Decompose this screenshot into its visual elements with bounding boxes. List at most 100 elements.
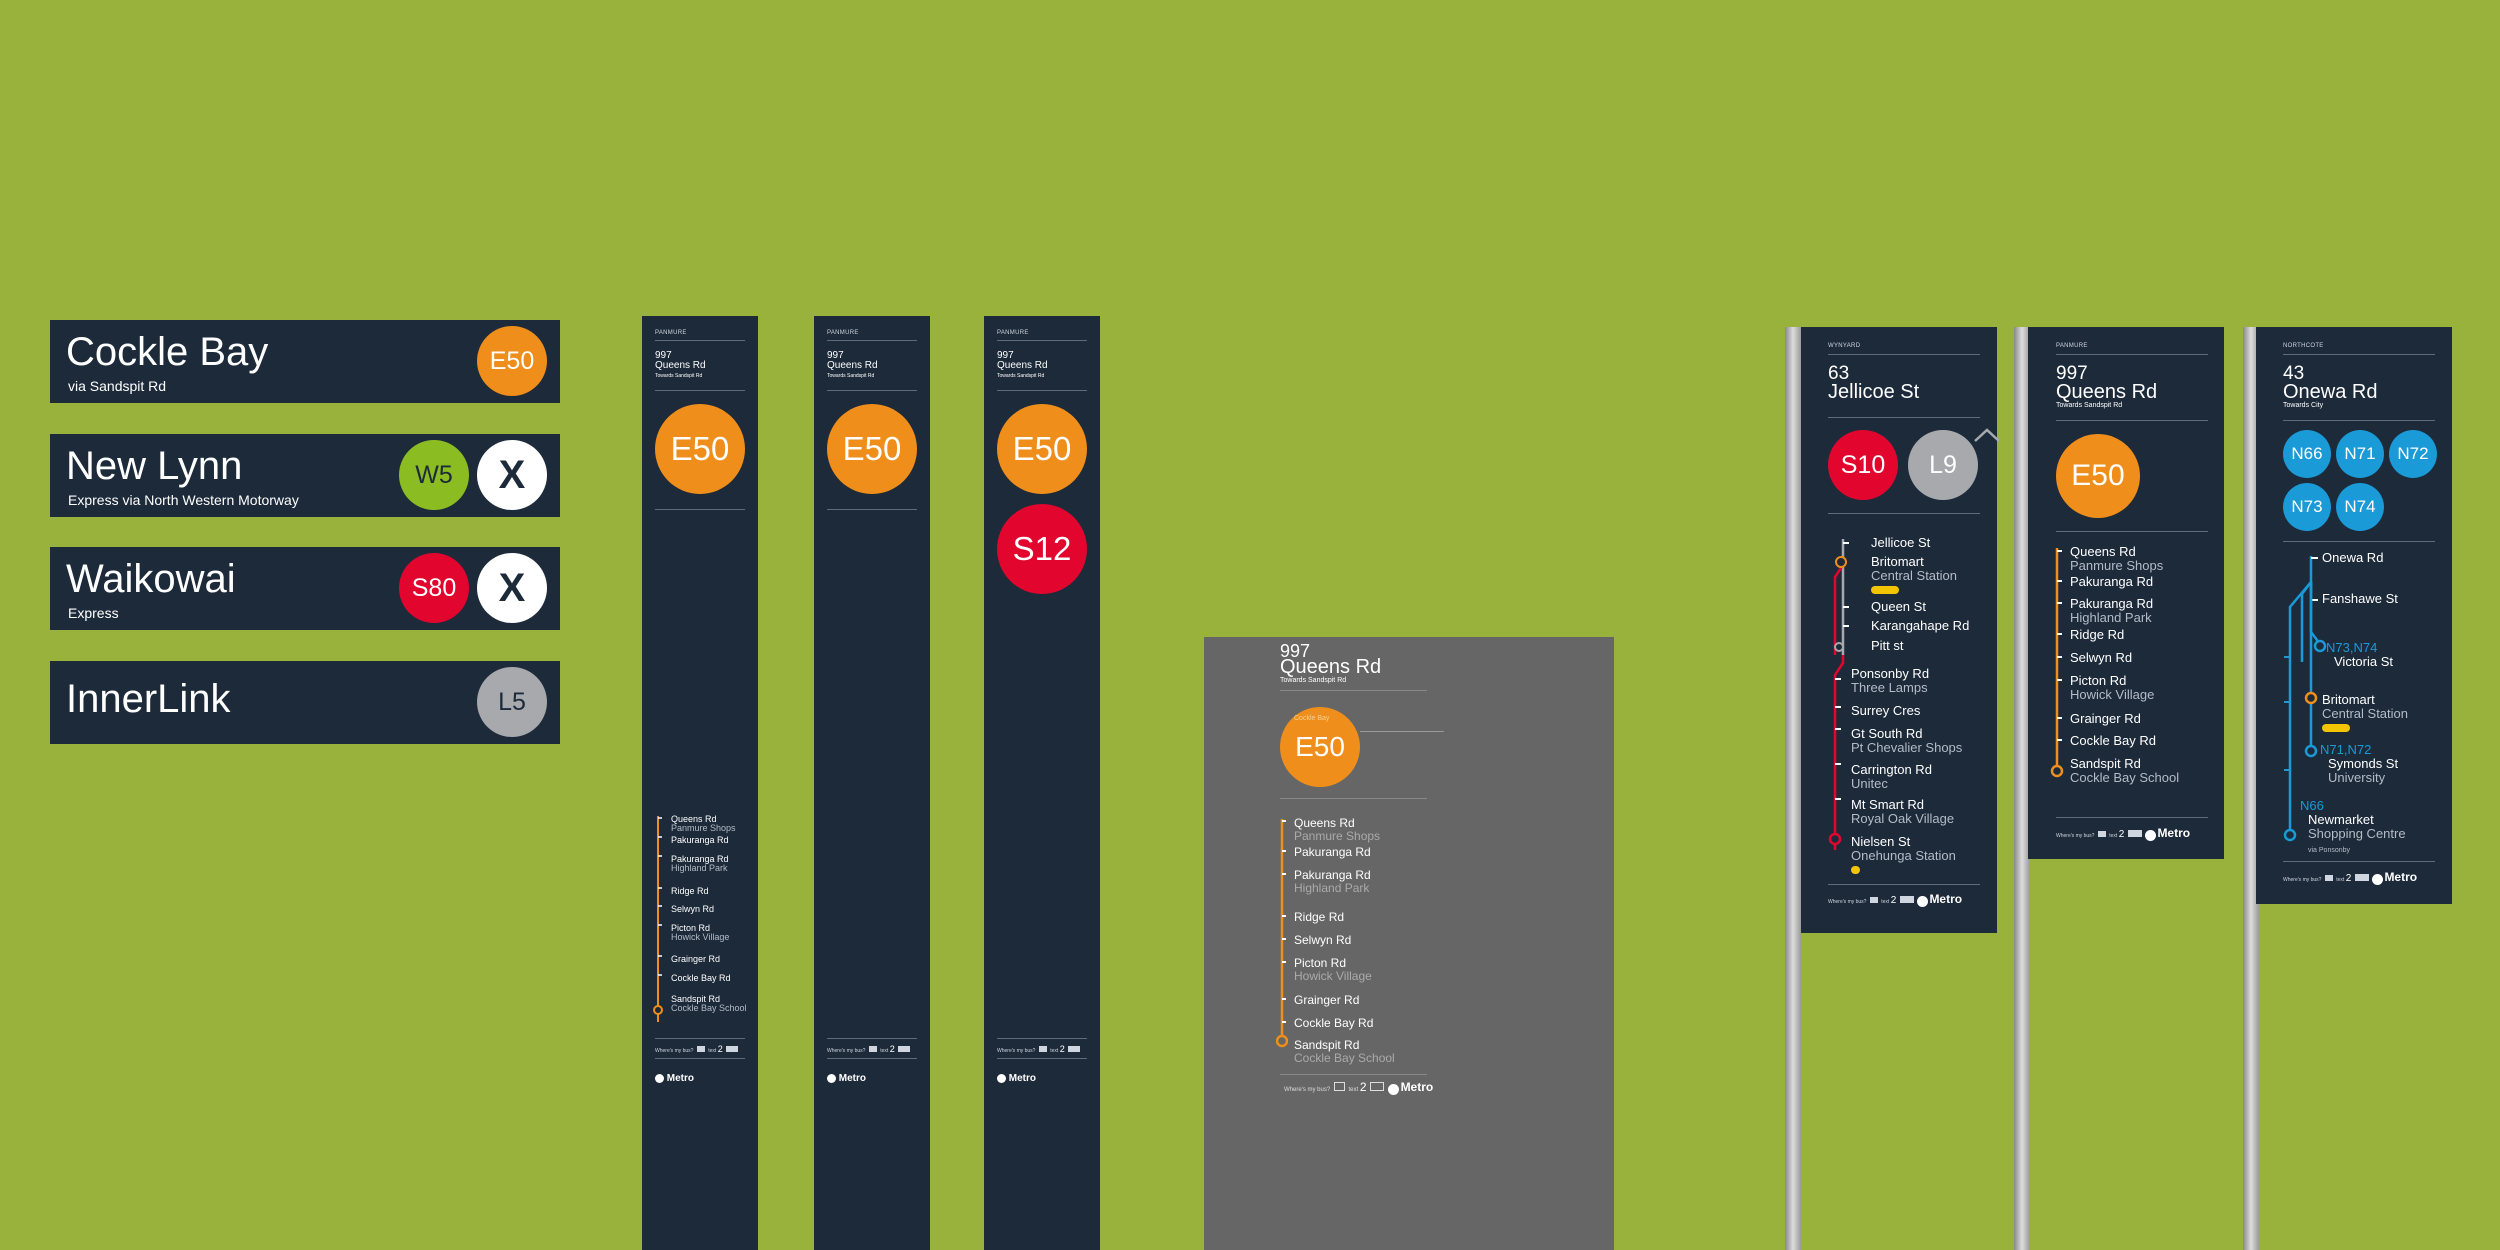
- list-item: Gt South Rd Pt Chevalier Shops: [1851, 726, 1963, 755]
- sign-post: [1785, 327, 1801, 1250]
- card-icon: [898, 1046, 911, 1052]
- stop-road: Queens Rd: [827, 360, 878, 371]
- headsign-cockle-bay: Cockle Bay via Sandspit Rd E50: [50, 320, 560, 403]
- divider: [827, 1038, 917, 1039]
- route-badge-express: X: [477, 440, 547, 510]
- list-item: Sandspit Rd Cockle Bay School: [2070, 756, 2180, 785]
- sms-icon: [2097, 831, 2106, 837]
- card-icon: [2354, 874, 2369, 881]
- route-l9-leader: [1974, 428, 2000, 442]
- footer-info: Where's my bus? text 2 Metro: [2283, 870, 2418, 886]
- tall-pole-sign-2: PANMURE 997 Queens Rd Towards Sandspit R…: [814, 316, 930, 1250]
- list-item: Carrington Rd Unitec: [1851, 762, 1932, 791]
- tall-pole-sign-1: PANMURE 997 Queens Rd Towards Sandspit R…: [642, 316, 758, 1250]
- route-tag: N73,N74: [2326, 640, 2378, 655]
- headsign-via: via Sandspit Rd: [68, 378, 167, 394]
- area-label: PANMURE: [827, 330, 859, 336]
- route-badge-n74: N74: [2336, 483, 2384, 531]
- metro-logo: Metro: [655, 1073, 694, 1084]
- route-badge-s10: S10: [1828, 430, 1898, 500]
- towards-label: Towards Sandspit Rd: [997, 373, 1045, 379]
- footer-info: Where's my bus? text 2 Metro: [2056, 826, 2191, 842]
- metro-icon: [827, 1073, 836, 1083]
- metro-icon: [997, 1073, 1006, 1083]
- list-item: Picton Rd Howick Village: [2070, 673, 2155, 702]
- headsign-waikowai: Waikowai Express S80 X: [50, 547, 560, 630]
- train-icon: [1851, 866, 1860, 874]
- headsign-via: Express via North Western Motorway: [68, 492, 299, 508]
- route-badge-n71: N71: [2336, 430, 2384, 478]
- towards-label: Towards Sandspit Rd: [655, 373, 703, 379]
- footer-info: Where's my bus? text 2 Metro: [1828, 892, 1963, 908]
- list-item: Jellicoe St: [1871, 535, 1931, 550]
- route-badge-l9: L9: [1908, 430, 1978, 500]
- divider: [2056, 817, 2208, 818]
- list-item: Fanshawe St: [2322, 591, 2398, 606]
- stop-number: 997: [2056, 363, 2088, 384]
- headsign-via: Express: [68, 605, 119, 621]
- route-badge-n72: N72: [2389, 430, 2437, 478]
- towards-label: Towards Sandspit Rd: [2056, 402, 2123, 409]
- metro-icon: [1387, 1083, 1399, 1095]
- route-tag: N66: [2300, 798, 2324, 813]
- list-item: Ridge Rd: [2070, 627, 2125, 642]
- list-item: Grainger Rd: [1294, 993, 1360, 1007]
- stop-road: Queens Rd: [655, 360, 706, 371]
- footer-info: Where's my bus? text 2: [827, 1044, 911, 1054]
- route-badge-e50: E50: [2056, 434, 2140, 518]
- list-item: Sandspit Rd Cockle Bay School: [1294, 1038, 1395, 1065]
- divider: [2056, 420, 2208, 421]
- list-item: Cockle Bay Rd: [2070, 733, 2156, 748]
- list-item: Britomart Central Station: [2322, 693, 2408, 735]
- metro-icon: [655, 1073, 664, 1083]
- divider: [655, 340, 745, 341]
- list-item: Nielsen St Onehunga Station: [1851, 835, 1956, 877]
- where-label: Where's my bus?: [655, 1048, 694, 1054]
- card-icon: [726, 1046, 739, 1052]
- sign-post: [2243, 327, 2259, 1250]
- divider: [655, 1038, 745, 1039]
- metro-logo: Metro: [827, 1073, 866, 1084]
- divider: [1828, 884, 1980, 885]
- divider: [827, 509, 917, 510]
- route-badge-express: X: [477, 553, 547, 623]
- stop-number: 43: [2283, 363, 2305, 384]
- train-ferry-icon: [2322, 724, 2350, 732]
- route-badge-e50: E50: [997, 404, 1087, 494]
- list-item: Cockle Bay Rd: [671, 973, 731, 983]
- stop-road: Queens Rd: [997, 360, 1048, 371]
- route-badge-n66: N66: [2283, 430, 2331, 478]
- footer-info: Where's my bus? text 2: [655, 1044, 739, 1054]
- divider: [2056, 354, 2208, 355]
- list-item: Queens Rd Panmure Shops: [2070, 544, 2164, 573]
- list-item: Selwyn Rd: [1294, 933, 1352, 947]
- route-line-diagram: [2283, 556, 2327, 842]
- metro-logo: Metro: [997, 1073, 1036, 1084]
- list-item: Grainger Rd: [671, 954, 721, 964]
- list-item: Ridge Rd: [671, 886, 709, 896]
- list-item: Surrey Cres: [1851, 703, 1921, 718]
- list-item: Grainger Rd: [2070, 711, 2141, 726]
- list-item: Pakuranga Rd Highland Park: [2070, 596, 2154, 625]
- divider: [2283, 420, 2435, 421]
- card-icon: [1068, 1046, 1081, 1052]
- stop-number: 997: [997, 350, 1014, 361]
- route-line-diagram: [1276, 819, 1288, 1048]
- headsign-new-lynn: New Lynn Express via North Western Motor…: [50, 434, 560, 517]
- list-item: Karangahape Rd: [1871, 618, 1970, 633]
- stop-road: Queens Rd: [2056, 381, 2158, 403]
- towards-label: Towards Sandspit Rd: [827, 373, 875, 379]
- divider: [997, 340, 1087, 341]
- divider: [1280, 1074, 1427, 1075]
- sms-icon: [1038, 1046, 1047, 1052]
- area-label: PANMURE: [655, 330, 687, 336]
- stop-number: 997: [827, 350, 844, 361]
- area-label: NORTHCOTE: [2283, 343, 2324, 349]
- route-tag: N71,N72: [2320, 742, 2372, 757]
- divider: [655, 509, 745, 510]
- route-badge-e50: E50: [655, 404, 745, 494]
- divider: [655, 390, 745, 391]
- stop-number: 997: [1280, 641, 1311, 661]
- divider: [655, 1058, 745, 1059]
- list-item: Pakuranga Rd: [671, 835, 729, 845]
